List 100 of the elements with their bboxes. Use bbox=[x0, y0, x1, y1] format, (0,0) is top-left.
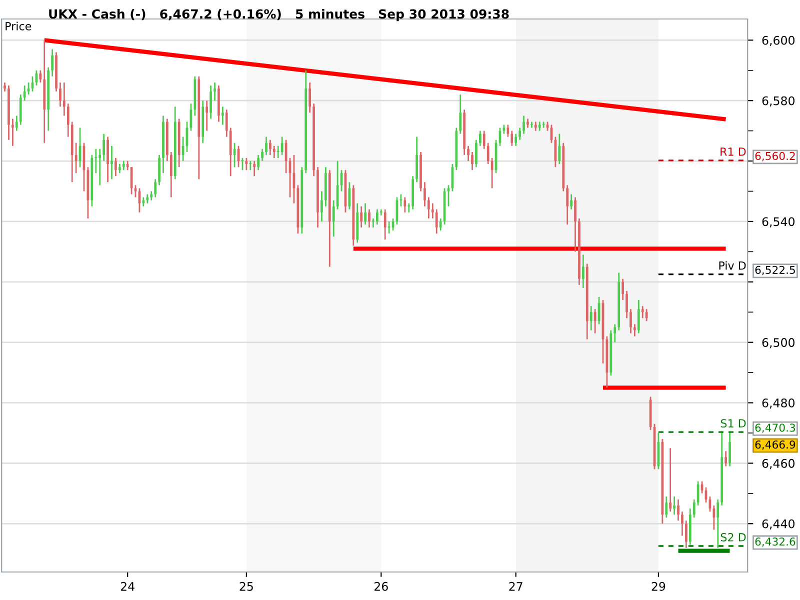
candlestick bbox=[110, 145, 113, 180]
candlestick bbox=[276, 145, 280, 159]
y-tick-label: 6,460 bbox=[762, 458, 794, 470]
candlestick bbox=[272, 145, 276, 159]
candlestick bbox=[467, 145, 470, 162]
candlestick bbox=[574, 196, 576, 252]
candlestick bbox=[114, 157, 117, 177]
candlestick bbox=[265, 136, 268, 156]
ref-line-label: S2 D bbox=[720, 533, 746, 542]
candlestick bbox=[424, 181, 426, 208]
candlestick bbox=[582, 254, 584, 289]
candlestick bbox=[506, 124, 510, 138]
candlestick bbox=[439, 218, 442, 232]
candlestick bbox=[435, 208, 438, 234]
candlestick bbox=[681, 510, 684, 536]
candlestick bbox=[622, 278, 624, 301]
candlestick bbox=[210, 84, 212, 120]
candlestick bbox=[634, 324, 636, 337]
candlestick bbox=[146, 194, 149, 204]
candlestick bbox=[475, 139, 478, 168]
candlestick bbox=[716, 498, 720, 549]
ref-line-label: R1 D bbox=[720, 148, 746, 156]
candlestick bbox=[280, 136, 284, 156]
candlestick bbox=[12, 118, 14, 147]
candlestick bbox=[510, 130, 514, 147]
candlestick bbox=[23, 84, 26, 102]
candlestick bbox=[249, 160, 252, 171]
candlestick bbox=[665, 496, 668, 518]
candlestick bbox=[542, 121, 545, 128]
candlestick bbox=[482, 130, 486, 150]
candlestick bbox=[214, 82, 216, 102]
text: 6,522.5 bbox=[755, 266, 795, 276]
text: 6,560.2 bbox=[755, 152, 795, 162]
candlestick bbox=[486, 142, 490, 165]
candlestick bbox=[360, 206, 363, 228]
candlestick bbox=[404, 196, 406, 214]
candlestick bbox=[66, 102, 70, 138]
y-tick-label: 6,440 bbox=[762, 519, 794, 530]
candlestick bbox=[459, 94, 462, 135]
candlestick bbox=[724, 450, 727, 467]
candlestick bbox=[221, 106, 224, 126]
candlestick bbox=[15, 115, 18, 132]
candlestick bbox=[614, 324, 616, 344]
candlestick bbox=[51, 48, 54, 78]
candlestick bbox=[626, 290, 628, 319]
candlestick bbox=[308, 82, 312, 114]
candlestick bbox=[522, 115, 525, 135]
candlestick bbox=[126, 160, 129, 171]
candlestick bbox=[150, 190, 153, 202]
candlestick bbox=[225, 108, 228, 138]
candlestick bbox=[39, 70, 42, 84]
text: 6,432.6 bbox=[755, 537, 796, 547]
candlestick bbox=[594, 308, 596, 334]
candlestick bbox=[170, 151, 172, 198]
candlestick bbox=[728, 432, 731, 467]
candlestick bbox=[696, 480, 700, 506]
candlestick bbox=[427, 196, 430, 220]
candlestick bbox=[514, 133, 518, 147]
candlestick bbox=[368, 208, 370, 228]
candlestick bbox=[269, 139, 272, 156]
candlestick bbox=[261, 148, 264, 162]
ref-line-label: S1 D bbox=[720, 419, 746, 428]
y-tick-label: 6,540 bbox=[762, 217, 794, 228]
candlestick bbox=[94, 148, 98, 174]
candlestick bbox=[558, 133, 561, 165]
candlestick bbox=[570, 194, 572, 210]
candlestick bbox=[534, 121, 537, 132]
x-tick-label: 27 bbox=[509, 582, 522, 591]
candlestick bbox=[471, 151, 474, 171]
candlestick bbox=[530, 121, 533, 128]
candlestick bbox=[142, 196, 145, 208]
candlestick bbox=[122, 160, 125, 171]
candlestick bbox=[566, 184, 569, 226]
candlestick bbox=[74, 142, 78, 174]
candlestick bbox=[712, 504, 716, 530]
candlestick bbox=[102, 133, 105, 162]
candlestick bbox=[637, 299, 640, 334]
candlestick bbox=[154, 178, 157, 198]
candlestick bbox=[4, 82, 6, 92]
candlestick bbox=[59, 82, 62, 108]
text: 6,466.9 bbox=[755, 440, 796, 450]
candlestick bbox=[669, 447, 672, 512]
y-tick-label: 6,480 bbox=[762, 398, 794, 409]
candlestick bbox=[245, 157, 248, 171]
candlestick bbox=[332, 200, 335, 238]
text: 6,470.3 bbox=[755, 424, 796, 433]
candlestick bbox=[364, 202, 366, 226]
candlestick bbox=[677, 498, 680, 522]
candlestick bbox=[98, 148, 102, 186]
candlestick bbox=[518, 127, 521, 141]
x-tick-label: 25 bbox=[240, 582, 253, 591]
y-tick-label: 6,600 bbox=[762, 36, 794, 46]
candlestick bbox=[673, 496, 676, 516]
x-tick-label: 29 bbox=[652, 582, 666, 591]
candlestick bbox=[376, 208, 378, 226]
candlestick bbox=[118, 163, 121, 174]
candlestick bbox=[630, 308, 632, 334]
candlestick bbox=[526, 118, 529, 128]
candlestick bbox=[206, 100, 208, 132]
y-tick-label: 6,580 bbox=[762, 96, 794, 106]
